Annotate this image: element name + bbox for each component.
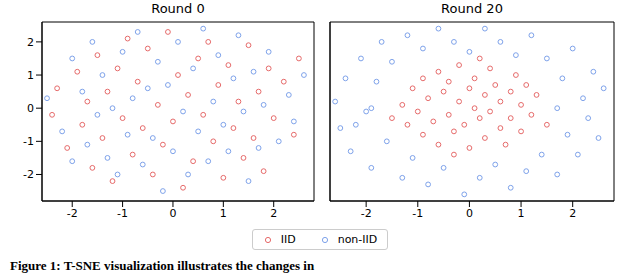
svg-text:0: 0 xyxy=(27,102,34,115)
html-text:non-IID: non-IID xyxy=(337,233,378,246)
svg-text:1: 1 xyxy=(27,69,34,82)
html-text:IID: IID xyxy=(280,233,296,246)
svg-text:-1: -1 xyxy=(23,135,34,148)
svg-text:-2: -2 xyxy=(67,207,78,220)
svg-text:1: 1 xyxy=(518,207,525,220)
svg-text:-2: -2 xyxy=(23,168,34,181)
svg-text:2: 2 xyxy=(270,207,277,220)
html-text:Figure 1: T-SNE visualization: Figure 1: T-SNE visualization illustrate… xyxy=(10,258,315,273)
svg-text:-1: -1 xyxy=(117,207,128,220)
html-text:Round 0: Round 0 xyxy=(151,1,205,16)
svg-text:0: 0 xyxy=(169,207,176,220)
svg-text:2: 2 xyxy=(27,36,34,49)
svg-text:2: 2 xyxy=(569,207,576,220)
html-text:Round 20: Round 20 xyxy=(441,1,503,16)
svg-text:-2: -2 xyxy=(361,207,372,220)
svg-text:-1: -1 xyxy=(412,207,423,220)
svg-text:1: 1 xyxy=(220,207,227,220)
svg-text:0: 0 xyxy=(466,207,473,220)
